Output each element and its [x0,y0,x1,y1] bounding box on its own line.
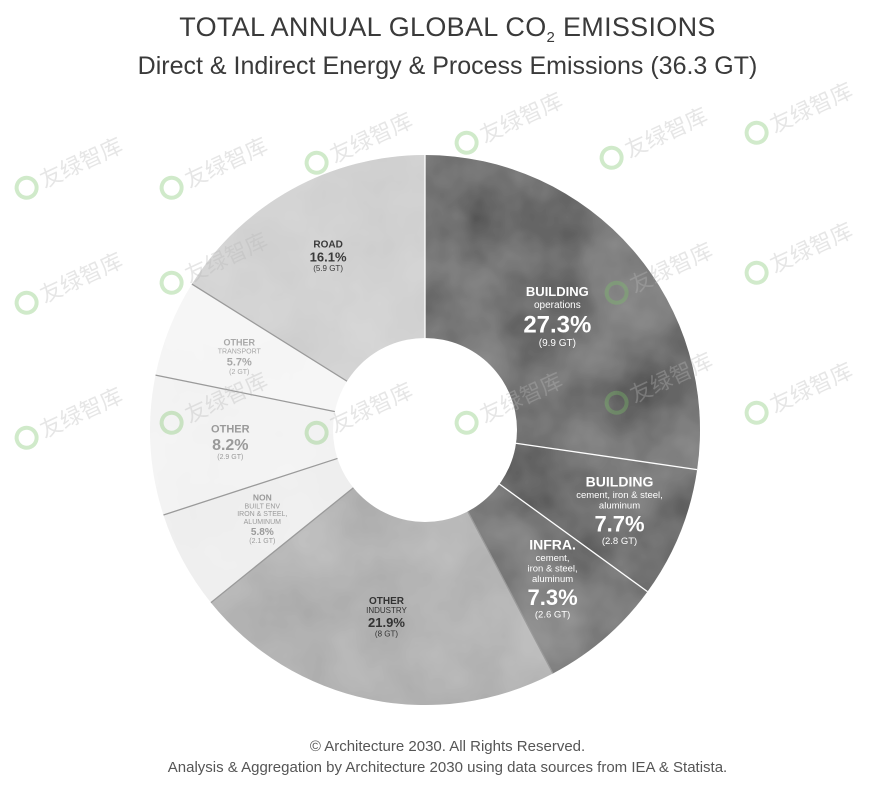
label-infra-category-line-2: iron & steel, [527,564,577,575]
separator-non-built-env [210,485,356,604]
label-non-built-env-category-line-2: IRON & STEEL, [237,511,287,518]
watermark-text: 友绿智库 [766,359,856,419]
title-end: EMISSIONS [555,12,716,42]
slice-separators [155,155,698,674]
watermark-logo-icon [14,425,39,450]
label-other-industry-percent: 21.9% [368,615,405,630]
watermark-1: 友绿智库 [159,134,272,200]
slice-other [150,375,425,515]
watermark-text: 友绿智库 [621,104,711,164]
separator-building-materials [513,442,698,471]
watermark-15: 友绿智库 [744,359,857,425]
slice-other-industry [210,430,553,705]
watermark-logo-icon [744,120,769,145]
watermark-logo-icon [14,290,39,315]
watermark-text: 友绿智库 [36,249,126,309]
footer-source: Analysis & Aggregation by Architecture 2… [167,759,728,776]
label-road-value: (5.9 GT) [313,264,343,273]
watermark-0: 友绿智库 [14,134,127,200]
watermark-logo-icon [454,130,479,155]
label-other-transport-value: (2 GT) [229,369,249,376]
label-other-industry-category-line-0: OTHER [369,596,405,607]
label-non-built-env-category-line-1: BUILT ENV [245,503,281,510]
label-other-percent: 8.2% [212,437,248,454]
label-non-built-env-category-line-0: NON [253,492,272,502]
label-infra-category-line-3: aluminum [532,574,573,585]
watermark-text: 友绿智库 [36,134,126,194]
label-building-materials-percent: 7.7% [594,511,644,536]
label-other-transport-category-line-0: OTHER [224,337,256,347]
watermark-logo-icon [604,390,629,415]
watermark-logo-icon [14,175,39,200]
watermark-logo-icon [159,175,184,200]
title-subscript: 2 [546,29,556,46]
separator-other [163,457,340,516]
label-building-operations-category-line-1: operations [534,300,581,311]
chart-subtitle: Direct & Indirect Energy & Process Emiss… [137,52,758,80]
footer-copyright: © Architecture 2030. All Rights Reserved… [309,738,586,755]
watermark-logo-icon [599,145,624,170]
label-infra-percent: 7.3% [527,585,577,610]
label-other-transport-percent: 5.7% [227,356,252,368]
watermark-text: 友绿智库 [626,239,716,299]
watermark-logo-icon [744,260,769,285]
label-building-materials-category-line-1: cement, iron & steel, [576,490,663,501]
title-main: TOTAL ANNUAL GLOBAL CO [179,12,547,42]
label-road-category-line-0: ROAD [313,239,342,250]
label-infra: INFRA.cement,iron & steel,aluminum7.3%(2… [527,537,577,621]
label-other-value: (2.9 GT) [217,454,243,461]
watermark-logo-icon [744,400,769,425]
watermark-4: 友绿智库 [599,104,712,170]
label-other-transport-category-line-1: TRANSPORT [218,349,262,356]
label-other-industry-value: (8 GT) [375,630,398,639]
watermark-text: 友绿智库 [476,89,566,149]
label-non-built-env-category-line-3: ALUMINUM [244,519,282,526]
watermark-logo-icon [304,420,329,445]
label-other-industry-category-line-1: INDUSTRY [366,606,407,615]
watermark-text: 友绿智库 [766,79,856,139]
watermark-logo-icon [159,410,184,435]
separator-road [191,283,350,383]
watermark-3: 友绿智库 [454,89,567,155]
label-building-operations-percent: 27.3% [523,312,591,339]
label-infra-category-line-1: cement, [536,553,570,564]
watermark-text: 友绿智库 [36,384,126,444]
label-other-category-line-0: OTHER [211,424,250,436]
watermark-10: 友绿智库 [14,384,127,450]
watermark-text: 友绿智库 [181,134,271,194]
watermark-logo-icon [159,270,184,295]
chart-title: TOTAL ANNUAL GLOBAL CO2 EMISSIONS [0,12,895,46]
watermark-logo-icon [304,150,329,175]
donut-hole [333,338,517,522]
watermark-logo-icon [604,280,629,305]
label-infra-value: (2.6 GT) [535,609,570,620]
separator-other-industry [466,509,554,674]
label-building-operations-category-line-0: BUILDING [526,284,589,299]
separator-other-transport [155,374,337,413]
label-infra-category-line-0: INFRA. [529,537,576,553]
separator-infra [497,482,648,593]
label-road-percent: 16.1% [310,249,347,264]
watermark-6: 友绿智库 [14,249,127,315]
watermark-logo-icon [454,410,479,435]
label-non-built-env-percent: 5.8% [251,527,274,538]
label-non-built-env-value: (2.1 GT) [249,538,275,545]
watermark-text: 友绿智库 [766,219,856,279]
label-building-materials-category-line-0: BUILDING [586,474,654,490]
label-building-materials-value: (2.8 GT) [602,536,637,547]
label-building-materials-category-line-2: aluminum [599,501,640,512]
watermark-5: 友绿智库 [744,79,857,145]
label-building-operations-value: (9.9 GT) [539,338,576,349]
watermark-9: 友绿智库 [744,219,857,285]
